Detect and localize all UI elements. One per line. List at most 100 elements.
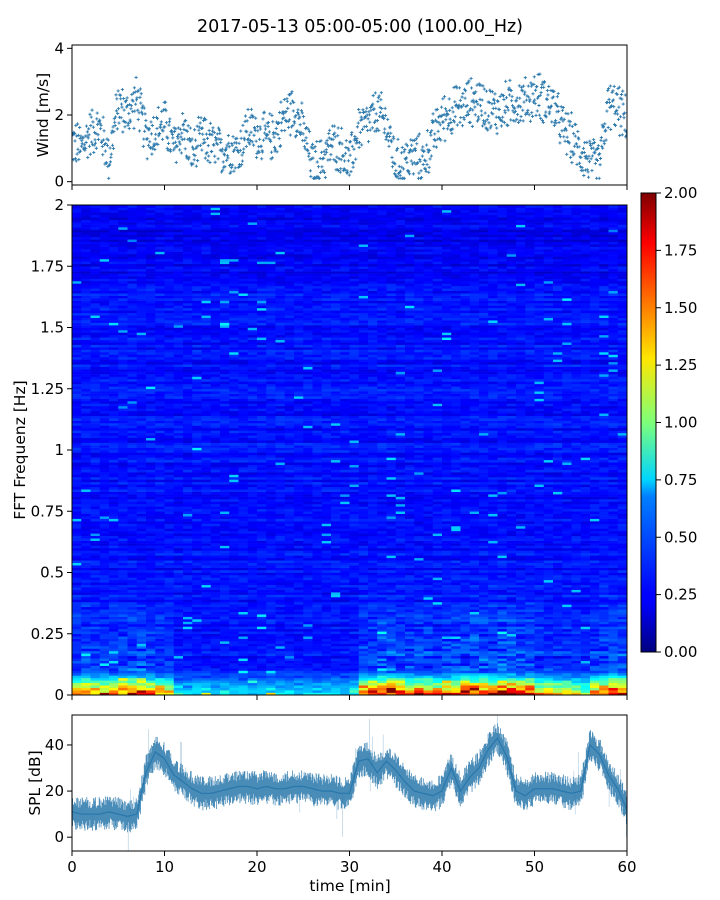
- spectrogram-cell: [183, 398, 193, 402]
- spectrogram-cell: [183, 587, 193, 590]
- spectrogram-cell: [210, 623, 221, 627]
- spectrogram-cell: [109, 283, 119, 287]
- spectrogram-cell: [127, 325, 138, 328]
- spectrogram-cell: [99, 349, 110, 353]
- spectrogram-cell: [173, 619, 184, 622]
- spectrogram-cell: [173, 577, 184, 581]
- spectrogram-cell: [192, 268, 202, 272]
- spectrogram-cell: [99, 528, 110, 532]
- wind-point: [259, 144, 263, 148]
- spectrogram-cell: [192, 300, 202, 304]
- spectrogram-cell: [136, 653, 147, 657]
- spectrogram-cell: [136, 383, 147, 387]
- spectrogram-cell: [155, 660, 165, 664]
- spectrogram-cell: [229, 207, 239, 211]
- spectrogram-cell: [229, 450, 239, 453]
- spectrogram-cell: [127, 636, 138, 639]
- wind-point: [360, 127, 365, 131]
- spectrogram-cell: [118, 653, 128, 657]
- spectrogram-cell: [183, 631, 193, 635]
- spectrogram-cell: [99, 374, 110, 377]
- spectrogram-cell: [164, 307, 175, 311]
- spectrogram-cell: [183, 283, 193, 287]
- spectrogram-cell: [72, 481, 82, 485]
- spectrogram-cell: [220, 614, 230, 617]
- spectrogram-cell: [201, 611, 212, 615]
- spectrogram-cell: [183, 668, 193, 671]
- spectrogram-cell: [210, 638, 221, 642]
- spectrogram-cell: [155, 687, 165, 691]
- spectrogram-cell: [201, 214, 212, 218]
- spectrogram-cell: [99, 329, 110, 333]
- spectrogram-cell: [183, 258, 193, 262]
- wind-point: [410, 149, 414, 153]
- spectrogram-cell: [90, 418, 101, 421]
- spectrogram-cell: [146, 464, 156, 468]
- spectrogram-cell: [99, 376, 110, 380]
- spectrogram-cell: [229, 300, 239, 304]
- spectrogram-cell: [164, 474, 175, 478]
- wind-point: [504, 79, 508, 83]
- spectrogram-cell: [164, 601, 175, 605]
- spectrogram-cell: [146, 484, 156, 488]
- spectrogram-cell: [173, 378, 184, 382]
- spectrogram-cell: [183, 388, 193, 392]
- spectrogram-cell: [192, 675, 202, 679]
- wind-point: [597, 176, 601, 180]
- spectrogram-cell: [164, 303, 175, 306]
- spectrogram-cell: [229, 665, 239, 669]
- spectrogram-cell: [127, 533, 138, 537]
- spectrogram-cell: [201, 418, 212, 421]
- wind-point: [304, 126, 309, 130]
- spectrogram-cell: [146, 415, 156, 419]
- spectrogram-cell: [192, 467, 202, 470]
- wind-point: [160, 109, 164, 113]
- spectrogram-cell: [136, 528, 147, 532]
- spectrogram-cell: [183, 332, 193, 336]
- wind-point: [618, 133, 622, 138]
- spectrogram-cell: [81, 476, 91, 480]
- spectrogram-cell: [183, 572, 193, 576]
- wind-point: [217, 128, 222, 132]
- spectrogram-cell: [72, 376, 82, 380]
- spectrogram-cell: [127, 288, 138, 292]
- spectrogram-cell: [229, 457, 239, 461]
- spectrogram-cell: [72, 263, 82, 267]
- spectrogram-cell: [220, 472, 230, 475]
- spectrogram-cell: [72, 653, 82, 657]
- spectrogram-cell: [146, 418, 156, 421]
- wind-point: [249, 107, 254, 111]
- spectrogram-cell: [99, 506, 110, 510]
- spectrogram-cell: [118, 516, 128, 519]
- spectrogram-cell: [109, 388, 119, 392]
- spectrogram-cell: [109, 658, 119, 661]
- spectrogram-cell: [118, 503, 128, 507]
- spectrogram-cell: [183, 550, 193, 554]
- spectrogram-cell: [127, 246, 138, 250]
- spectrogram-cell: [146, 344, 156, 348]
- spectrogram-cell: [210, 219, 221, 223]
- spectrogram-cell: [210, 489, 221, 492]
- spectrogram-cell: [201, 457, 212, 461]
- spectrogram-cell: [210, 280, 221, 284]
- spectrogram-cell: [118, 636, 128, 639]
- spectrogram-cell: [164, 675, 175, 679]
- spectrogram-cell: [192, 381, 202, 385]
- wind-point: [387, 144, 391, 148]
- spectrogram-cell: [164, 560, 175, 563]
- spectrogram-cell: [220, 244, 230, 247]
- wind-point: [282, 116, 286, 120]
- spectrogram-cell: [164, 207, 175, 211]
- wind-point: [574, 122, 578, 127]
- spectrogram-cell: [155, 234, 165, 238]
- spectrogram-cell: [127, 513, 138, 517]
- spectrogram-cell: [90, 457, 101, 461]
- spectrogram-cell: [220, 273, 230, 277]
- spectrogram-cell: [164, 334, 175, 338]
- spectrogram-cell: [81, 408, 91, 412]
- wind-point: [171, 141, 175, 145]
- spectrogram-cell: [164, 646, 175, 649]
- spectrogram-cell: [118, 685, 128, 688]
- spectrogram-cell: [183, 342, 193, 345]
- spectrogram-cell: [164, 337, 175, 341]
